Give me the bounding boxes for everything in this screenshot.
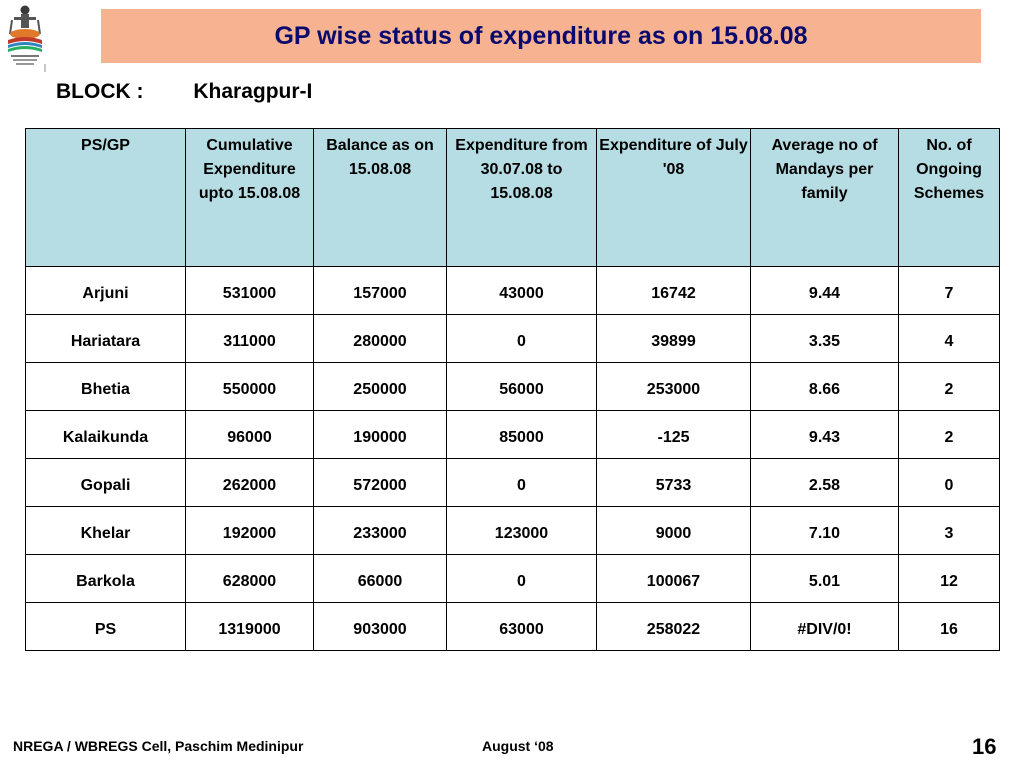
table-row: Gopali 262000 572000 0 5733 2.58 0	[25, 458, 1000, 507]
cell-average-mandays: 9.44	[750, 266, 899, 315]
cell-ongoing-schemes: 16	[898, 602, 1000, 651]
cell-balance: 190000	[313, 410, 447, 459]
table-row: Khelar 192000 233000 123000 9000 7.10 3	[25, 506, 1000, 555]
logo-divider	[44, 64, 46, 72]
cell-balance: 250000	[313, 362, 447, 411]
cell-cumulative-expenditure: 262000	[185, 458, 314, 507]
header-expenditure-july: Expenditure of July '08	[596, 128, 751, 267]
cell-expenditure-period: 0	[446, 554, 597, 603]
cell-ps-gp: Khelar	[25, 506, 186, 555]
cell-balance: 157000	[313, 266, 447, 315]
cell-ongoing-schemes: 2	[898, 410, 1000, 459]
cell-expenditure-period: 123000	[446, 506, 597, 555]
title-banner: GP wise status of expenditure as on 15.0…	[101, 9, 981, 63]
cell-expenditure-july: -125	[596, 410, 751, 459]
cell-ongoing-schemes: 2	[898, 362, 1000, 411]
header-expenditure-period: Expenditure from 30.07.08 to 15.08.08	[446, 128, 597, 267]
block-line: BLOCK : Kharagpur-I	[56, 80, 312, 104]
footer-organization: NREGA / WBREGS Cell, Paschim Medinipur	[13, 738, 304, 754]
cell-ongoing-schemes: 3	[898, 506, 1000, 555]
cell-expenditure-period: 0	[446, 458, 597, 507]
cell-expenditure-period: 63000	[446, 602, 597, 651]
block-value: Kharagpur-I	[193, 80, 313, 103]
cell-balance: 572000	[313, 458, 447, 507]
cell-balance: 280000	[313, 314, 447, 363]
cell-average-mandays: 8.66	[750, 362, 899, 411]
cell-expenditure-period: 0	[446, 314, 597, 363]
page-number: 16	[972, 734, 997, 759]
header-ps-gp: PS/GP	[25, 128, 186, 267]
cell-expenditure-july: 100067	[596, 554, 751, 603]
cell-average-mandays: 2.58	[750, 458, 899, 507]
cell-ps-gp: Hariatara	[25, 314, 186, 363]
header-cumulative-expenditure: Cumulative Expenditure upto 15.08.08	[185, 128, 314, 267]
cell-cumulative-expenditure: 628000	[185, 554, 314, 603]
header-balance: Balance as on 15.08.08	[313, 128, 447, 267]
cell-cumulative-expenditure: 1319000	[185, 602, 314, 651]
expenditure-table: PS/GP Cumulative Expenditure upto 15.08.…	[25, 128, 1000, 651]
cell-cumulative-expenditure: 96000	[185, 410, 314, 459]
cell-expenditure-period: 85000	[446, 410, 597, 459]
cell-ongoing-schemes: 7	[898, 266, 1000, 315]
cell-cumulative-expenditure: 192000	[185, 506, 314, 555]
cell-average-mandays: 3.35	[750, 314, 899, 363]
cell-average-mandays: 7.10	[750, 506, 899, 555]
nrega-logo-icon	[8, 5, 42, 65]
header-average-mandays: Average no of Mandays per family	[750, 128, 899, 267]
cell-average-mandays: 5.01	[750, 554, 899, 603]
cell-ps-gp: Bhetia	[25, 362, 186, 411]
cell-balance: 903000	[313, 602, 447, 651]
cell-ps-gp: Gopali	[25, 458, 186, 507]
table-header-row: PS/GP Cumulative Expenditure upto 15.08.…	[25, 128, 1000, 267]
block-label: BLOCK :	[56, 80, 144, 103]
table-row: Kalaikunda 96000 190000 85000 -125 9.43 …	[25, 410, 1000, 459]
cell-ps-gp: Kalaikunda	[25, 410, 186, 459]
cell-ongoing-schemes: 4	[898, 314, 1000, 363]
cell-ps-gp: Arjuni	[25, 266, 186, 315]
table-row: Bhetia 550000 250000 56000 253000 8.66 2	[25, 362, 1000, 411]
cell-cumulative-expenditure: 311000	[185, 314, 314, 363]
table-row-total: PS 1319000 903000 63000 258022 #DIV/0! 1…	[25, 602, 1000, 651]
cell-average-mandays: #DIV/0!	[750, 602, 899, 651]
cell-ongoing-schemes: 0	[898, 458, 1000, 507]
cell-expenditure-july: 39899	[596, 314, 751, 363]
table-row: Barkola 628000 66000 0 100067 5.01 12	[25, 554, 1000, 603]
cell-average-mandays: 9.43	[750, 410, 899, 459]
footer-date: August ‘08	[482, 738, 554, 754]
page-title: GP wise status of expenditure as on 15.0…	[274, 21, 808, 50]
cell-cumulative-expenditure: 550000	[185, 362, 314, 411]
table-row: Arjuni 531000 157000 43000 16742 9.44 7	[25, 266, 1000, 315]
cell-expenditure-july: 5733	[596, 458, 751, 507]
cell-balance: 66000	[313, 554, 447, 603]
cell-cumulative-expenditure: 531000	[185, 266, 314, 315]
cell-expenditure-july: 9000	[596, 506, 751, 555]
cell-expenditure-july: 16742	[596, 266, 751, 315]
table-row: Hariatara 311000 280000 0 39899 3.35 4	[25, 314, 1000, 363]
cell-ps-gp: Barkola	[25, 554, 186, 603]
cell-expenditure-july: 253000	[596, 362, 751, 411]
cell-balance: 233000	[313, 506, 447, 555]
cell-ps-gp: PS	[25, 602, 186, 651]
cell-expenditure-july: 258022	[596, 602, 751, 651]
cell-expenditure-period: 43000	[446, 266, 597, 315]
cell-expenditure-period: 56000	[446, 362, 597, 411]
cell-ongoing-schemes: 12	[898, 554, 1000, 603]
header-ongoing-schemes: No. of Ongoing Schemes	[898, 128, 1000, 267]
